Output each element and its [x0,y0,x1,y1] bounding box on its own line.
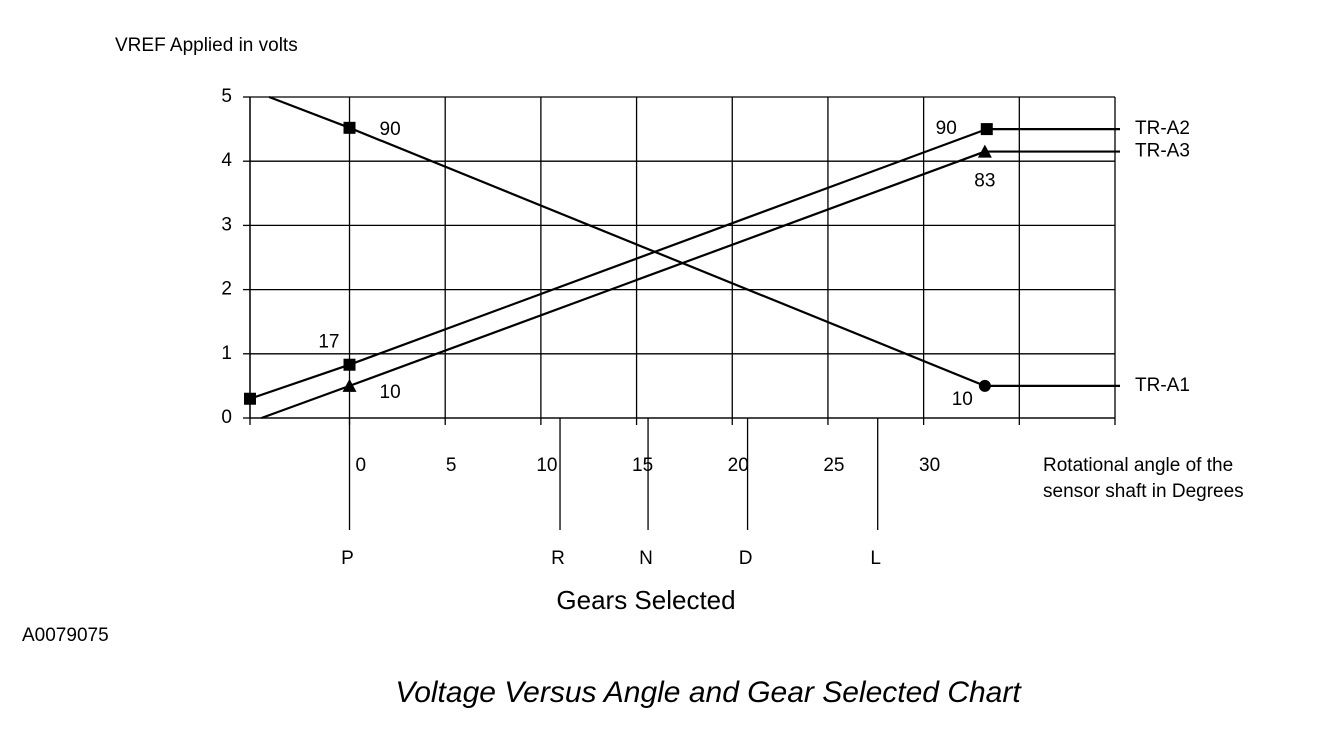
x-tick-label: 0 [356,455,367,476]
y-tick-label: 3 [221,214,232,235]
figure-id: A0079075 [22,625,109,646]
point-label: 17 [318,332,339,353]
gear-label: N [639,548,653,569]
marker [980,123,993,136]
series-line [268,95,986,387]
marker [244,392,256,405]
x-tick-label: 25 [823,455,844,476]
point-label: 90 [380,119,401,140]
point-label: 83 [974,171,995,192]
series-line [261,150,986,420]
caption: Voltage Versus Angle and Gear Selected C… [395,676,1022,709]
x-axis-label: Rotational angle of the [1043,455,1233,476]
marker [978,379,991,392]
gear-label: D [739,548,753,569]
gears-title: Gears Selected [556,585,735,615]
series-line [249,128,988,400]
legend-label: TR-A2 [1135,118,1190,139]
marker [343,358,356,371]
point-label: 10 [952,389,973,410]
y-axis-label: VREF Applied in volts [115,35,298,56]
x-tick-label: 15 [632,455,653,476]
x-tick-label: 10 [536,455,557,476]
y-tick-label: 2 [221,279,232,300]
y-tick-label: 0 [221,407,232,428]
marker [343,121,356,134]
marker [342,378,357,392]
x-axis-label: sensor shaft in Degrees [1043,481,1244,502]
gear-label: L [870,548,881,569]
x-tick-label: 5 [446,455,457,476]
y-tick-label: 4 [221,150,232,171]
marker [977,144,992,158]
y-tick-label: 5 [221,86,232,107]
x-tick-label: 20 [728,455,749,476]
y-tick-label: 1 [221,343,232,364]
legend-label: TR-A1 [1135,375,1190,396]
legend-label: TR-A3 [1135,141,1190,162]
gear-label: P [341,548,354,569]
gear-label: R [551,548,565,569]
x-tick-label: 30 [919,455,940,476]
point-label: 10 [380,382,401,403]
point-label: 90 [936,118,957,139]
